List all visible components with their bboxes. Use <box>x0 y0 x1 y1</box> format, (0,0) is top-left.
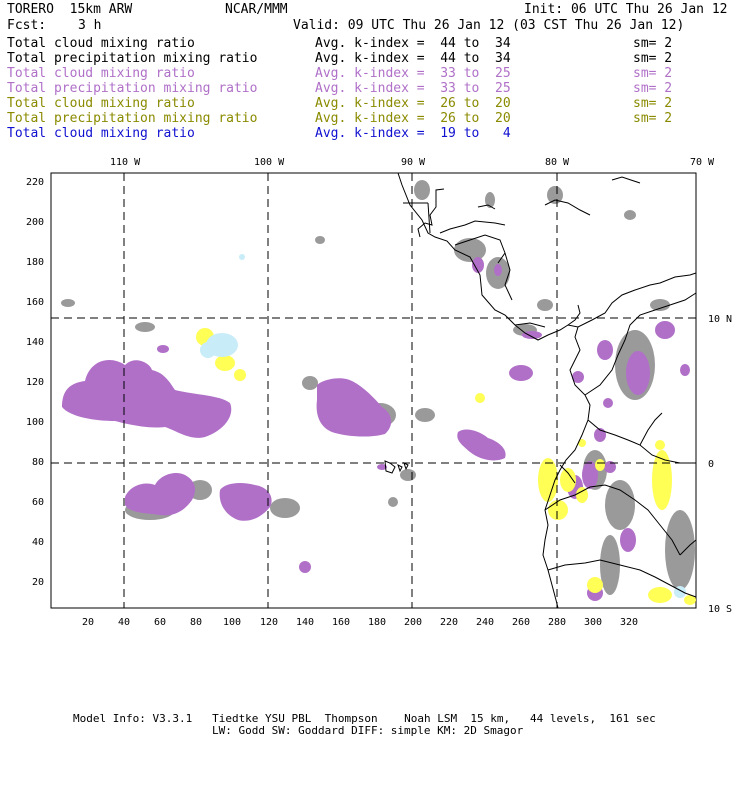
legend-smoothing: sm= 2 <box>633 66 673 81</box>
legend-index: Avg. k-index = 33 to 25 <box>315 66 511 81</box>
legend-field: Total cloud mixing ratio <box>7 66 195 81</box>
lon-label: 100 W <box>254 157 285 168</box>
purple-cloud-areas <box>62 257 690 601</box>
x-tick-label: 320 <box>620 617 638 628</box>
x-tick-label: 220 <box>440 617 458 628</box>
lon-label: 90 W <box>401 157 426 168</box>
legend-field: Total precipitation mixing ratio <box>7 111 258 126</box>
x-tick-label: 100 <box>223 617 241 628</box>
x-tick-label: 260 <box>512 617 530 628</box>
y-tick-label: 120 <box>26 377 44 388</box>
legend-row: Total cloud mixing ratio Avg. k-index = … <box>7 126 737 141</box>
lon-label: 80 W <box>545 157 570 168</box>
x-tick-label: 80 <box>190 617 202 628</box>
legend-smoothing: sm= 2 <box>633 36 673 51</box>
init-time: Init: 06 UTC Thu 26 Jan 12 <box>524 2 728 17</box>
legend-row: Total precipitation mixing ratio Avg. k-… <box>7 81 737 96</box>
legend-row: Total cloud mixing ratio Avg. k-index = … <box>7 66 737 81</box>
legend-index: Avg. k-index = 26 to 20 <box>315 96 511 111</box>
y-tick-label: 200 <box>26 217 44 228</box>
legend-field: Total cloud mixing ratio <box>7 96 195 111</box>
lat-label: 10 S <box>708 604 732 615</box>
lat-label: 0 <box>708 459 714 470</box>
forecast-label: Fcst: <box>7 18 47 33</box>
legend-row: Total cloud mixing ratio Avg. k-index = … <box>7 96 737 111</box>
model-physics: LW: Godd SW: Goddard DIFF: simple KM: 2D… <box>212 724 524 737</box>
legend-field: Total cloud mixing ratio <box>7 126 195 141</box>
x-tick-label: 240 <box>476 617 494 628</box>
x-tick-label: 60 <box>154 617 166 628</box>
lightblue-cloud-areas <box>200 254 686 598</box>
legend-field: Total precipitation mixing ratio <box>7 81 258 96</box>
forecast-map: 110 W 100 W 90 W 80 W 70 W <box>26 157 732 628</box>
legend-field: Total cloud mixing ratio <box>7 36 195 51</box>
model-info: Model Info: V3.3.1 Tiedtke YSU PBL Thomp… <box>73 712 656 725</box>
x-tick-label: 40 <box>118 617 130 628</box>
legend-index: Avg. k-index = 19 to 4 <box>315 126 511 141</box>
y-tick-label: 220 <box>26 177 44 188</box>
x-tick-label: 300 <box>584 617 602 628</box>
y-tick-label: 20 <box>32 577 44 588</box>
lat-label: 10 N <box>708 314 732 325</box>
legend-index: Avg. k-index = 44 to 34 <box>315 51 511 66</box>
lon-label: 70 W <box>690 157 715 168</box>
legend-index: Avg. k-index = 33 to 25 <box>315 81 511 96</box>
legend-row: Total precipitation mixing ratio Avg. k-… <box>7 111 737 126</box>
coastlines <box>384 172 697 609</box>
x-tick-label: 140 <box>296 617 314 628</box>
y-tick-label: 80 <box>32 457 44 468</box>
legend-row: Total precipitation mixing ratio Avg. k-… <box>7 51 737 66</box>
x-tick-label: 160 <box>332 617 350 628</box>
org-label: NCAR/MMM <box>225 2 288 17</box>
x-tick-label: 200 <box>404 617 422 628</box>
y-tick-label: 140 <box>26 337 44 348</box>
legend-smoothing: sm= 2 <box>633 96 673 111</box>
legend-smoothing: sm= 2 <box>633 81 673 96</box>
legend-index: Avg. k-index = 44 to 34 <box>315 36 511 51</box>
model-title: TORERO 15km ARW <box>7 2 133 17</box>
y-axis: 220 200 180 160 140 120 100 80 60 40 20 <box>26 177 44 588</box>
field-layer <box>61 180 696 605</box>
x-tick-label: 280 <box>548 617 566 628</box>
x-tick-label: 20 <box>82 617 94 628</box>
x-axis: 20 40 60 80 100 120 140 160 180 200 220 … <box>82 617 638 628</box>
legend-index: Avg. k-index = 26 to 20 <box>315 111 511 126</box>
valid-time: Valid: 09 UTC Thu 26 Jan 12 (03 CST Thu … <box>293 18 685 33</box>
y-tick-label: 100 <box>26 417 44 428</box>
y-tick-label: 180 <box>26 257 44 268</box>
legend-field: Total precipitation mixing ratio <box>7 51 258 66</box>
forecast-hour: 3 h <box>78 18 102 33</box>
legend-row: Total cloud mixing ratio Avg. k-index = … <box>7 36 737 51</box>
y-tick-label: 40 <box>32 537 44 548</box>
x-tick-label: 180 <box>368 617 386 628</box>
graticule <box>51 173 696 608</box>
legend-smoothing: sm= 2 <box>633 111 673 126</box>
legend-smoothing: sm= 2 <box>633 51 673 66</box>
y-tick-label: 160 <box>26 297 44 308</box>
y-tick-label: 60 <box>32 497 44 508</box>
x-tick-label: 120 <box>260 617 278 628</box>
lon-label: 110 W <box>110 157 141 168</box>
